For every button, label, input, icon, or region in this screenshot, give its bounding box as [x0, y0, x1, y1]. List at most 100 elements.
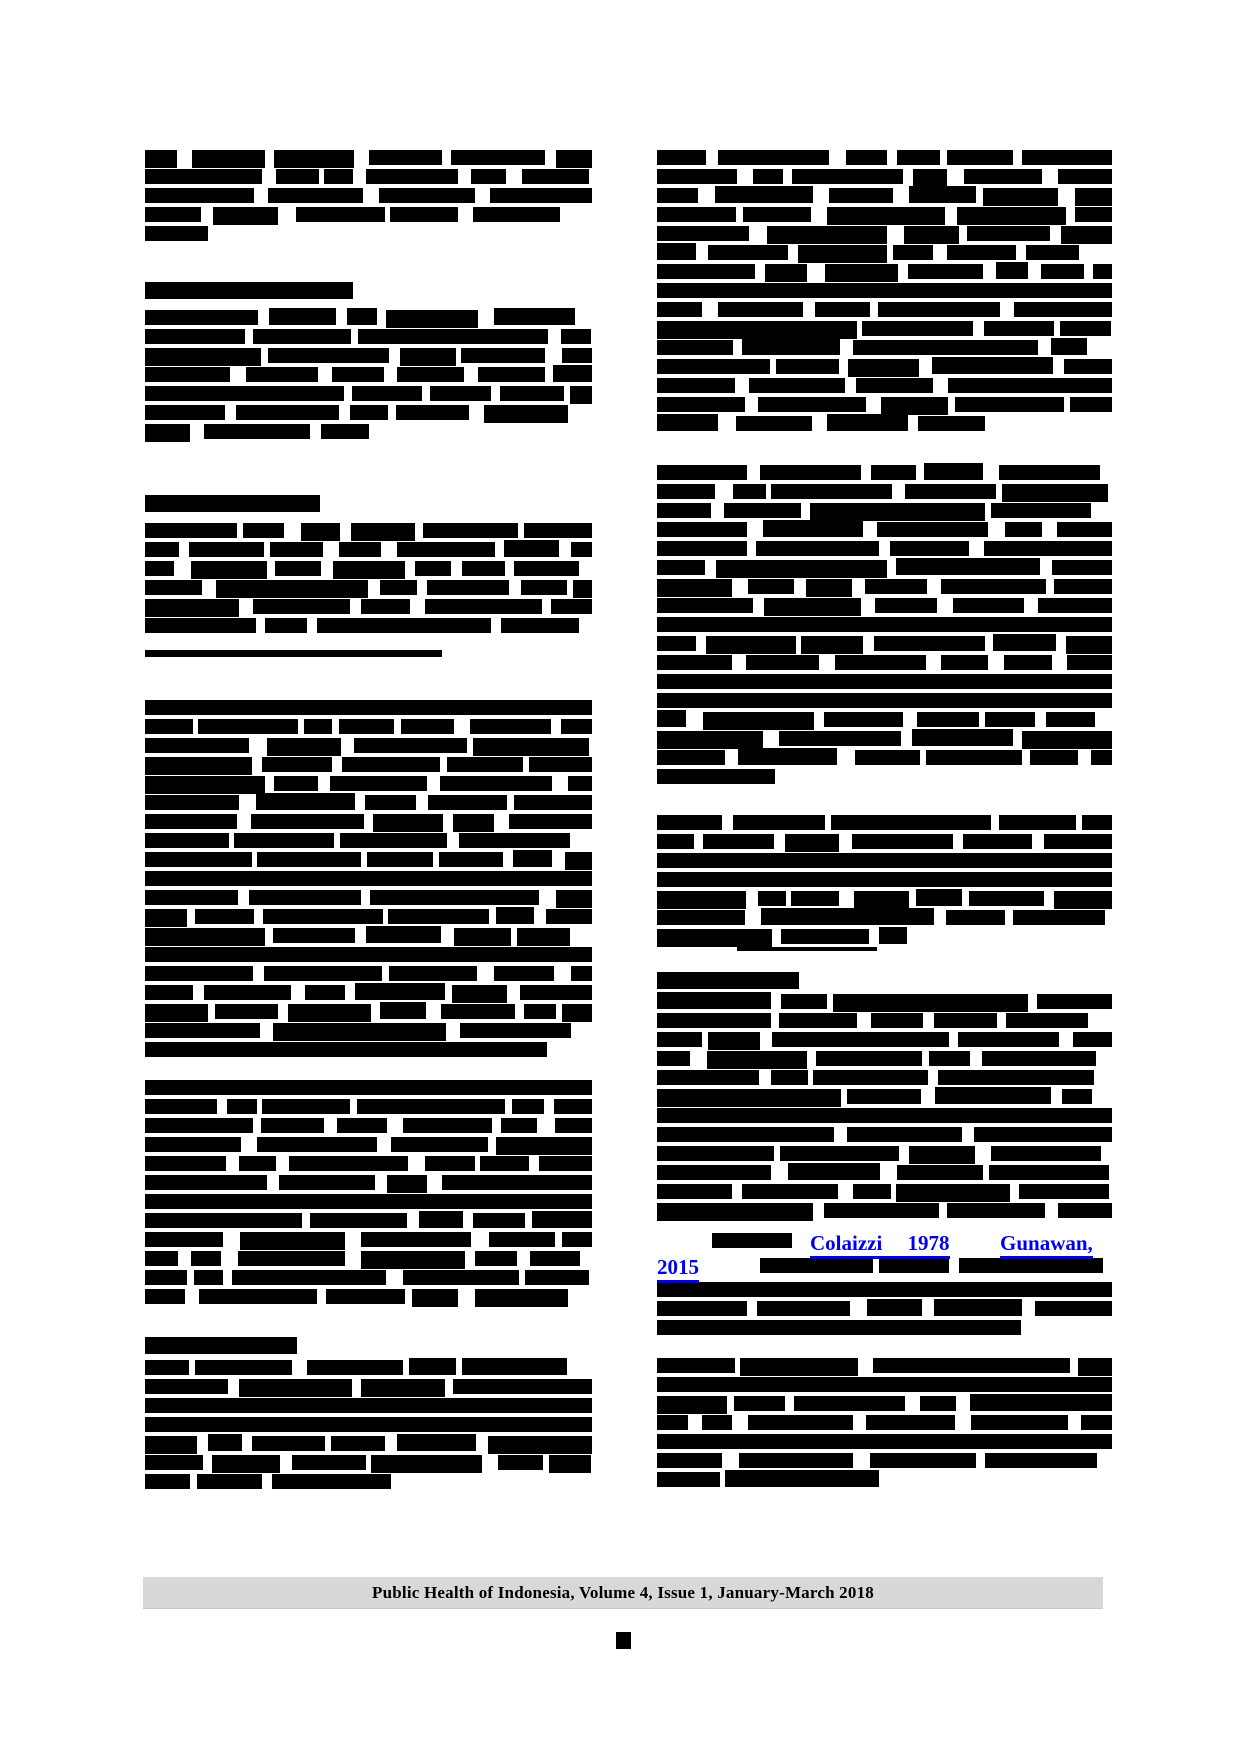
redacted-text-block: [707, 1051, 807, 1069]
redacted-text-block: [458, 833, 571, 848]
redacted-text-block: [145, 599, 240, 617]
redacted-text-block: [1005, 1013, 1088, 1028]
redacted-text-block: [657, 283, 1112, 298]
redacted-text-block: [446, 757, 524, 772]
redacted-text-block: [657, 321, 857, 339]
redacted-text-block: [145, 928, 266, 946]
redacted-text-block: [826, 207, 945, 225]
citation-link-colaizzi-1978[interactable]: Colaizzi 1978: [810, 1232, 950, 1259]
redacted-text-block: [1069, 397, 1112, 412]
redacted-text-block: [947, 1203, 1046, 1218]
redacted-text-block: [331, 1436, 385, 1451]
redacted-text-block: [657, 465, 747, 480]
redacted-text-block: [657, 1396, 727, 1414]
redacted-text-block: [204, 424, 311, 439]
redacted-text-block: [767, 226, 888, 244]
redacted-text-block: [516, 928, 571, 946]
redacted-text-block: [761, 908, 935, 925]
redacted-text-block: [145, 985, 194, 1000]
redacted-text-block: [571, 966, 592, 981]
redacted-text-block: [763, 520, 864, 537]
redacted-text-block: [657, 1472, 720, 1487]
redacted-text-block: [657, 815, 722, 830]
redacted-text-block: [739, 1358, 858, 1376]
redacted-text-block: [657, 1032, 702, 1047]
redacted-text-block: [964, 169, 1042, 184]
redacted-text-block: [511, 1099, 545, 1114]
citation-link-gunawan[interactable]: Gunawan,: [1000, 1232, 1093, 1259]
redacted-text-block: [969, 1394, 1112, 1411]
redacted-text-block: [764, 598, 861, 616]
redacted-text-block: [562, 348, 592, 363]
redacted-text-block: [945, 910, 1005, 925]
redacted-text-block: [1057, 169, 1112, 184]
redacted-text-block: [657, 598, 754, 613]
redacted-text-block: [1054, 891, 1112, 909]
redacted-text-block: [488, 1436, 592, 1454]
redacted-text-block: [747, 1415, 853, 1430]
redacted-text-block: [1004, 522, 1043, 537]
redacted-text-block: [708, 245, 789, 260]
redacted-text-block: [191, 150, 266, 168]
redacted-text-block: [388, 909, 489, 924]
redacted-text-block: [524, 523, 592, 538]
redacted-text-block: [657, 1415, 689, 1430]
redacted-text-block: [301, 523, 341, 541]
redacted-text-block: [274, 776, 319, 791]
redacted-text-block: [145, 1137, 242, 1152]
redacted-text-block: [912, 729, 1013, 746]
redacted-text-block: [657, 1070, 759, 1085]
redacted-text-block: [191, 1251, 222, 1266]
redacted-text-block: [462, 1358, 567, 1375]
redacted-text-block: [396, 367, 465, 382]
redacted-text-block: [145, 310, 259, 325]
redacted-text-block: [373, 814, 443, 832]
redacted-text-block: [657, 359, 770, 374]
redacted-text-block: [380, 580, 418, 595]
redacted-text-block: [145, 523, 238, 538]
redacted-text-block: [853, 340, 1038, 355]
redacted-text-block: [657, 1127, 835, 1142]
redacted-text-block: [195, 1360, 293, 1375]
redacted-text-block: [489, 1232, 556, 1247]
redacted-text-block: [508, 814, 592, 829]
redacted-text-block: [495, 907, 535, 924]
redacted-text-block: [145, 700, 592, 715]
redacted-text-block: [724, 1470, 880, 1487]
redacted-text-block: [494, 308, 575, 325]
citation-link-2015[interactable]: 2015: [657, 1256, 699, 1283]
redacted-text-block: [554, 1118, 592, 1133]
redacted-text-block: [266, 738, 342, 756]
redacted-text-block: [523, 1004, 557, 1019]
redacted-text-block: [776, 359, 839, 374]
redacted-text-block: [871, 465, 916, 480]
redacted-text-block: [199, 1289, 318, 1304]
redacted-text-block: [787, 1163, 880, 1180]
redacted-text-block: [732, 815, 826, 830]
redacted-text-block: [271, 1474, 391, 1489]
redacted-text-block: [933, 1013, 997, 1028]
redacted-heading-block: [145, 495, 320, 512]
redacted-text-block: [971, 1415, 1068, 1430]
redacted-text-block: [495, 1137, 592, 1155]
redacted-text-block: [957, 1032, 1059, 1047]
redacted-text-block: [480, 1156, 529, 1171]
redacted-text-block: [781, 929, 869, 944]
redacted-text-block: [854, 750, 921, 765]
redacted-text-block: [519, 985, 592, 1000]
redacted-text-block: [846, 1089, 921, 1104]
redacted-text-block: [360, 1232, 472, 1247]
redacted-text-block: [955, 397, 1065, 412]
redacted-text-block: [948, 378, 1112, 393]
redacted-text-block: [441, 1004, 515, 1019]
redacted-text-block: [738, 748, 838, 765]
redacted-text-block: [657, 503, 711, 518]
redacted-text-block: [878, 302, 1001, 317]
redacted-text-block: [379, 188, 475, 203]
redacted-text-block: [1064, 359, 1112, 374]
redacted-text-block: [739, 1453, 853, 1468]
redacted-text-block: [917, 712, 980, 727]
redacted-text-block: [401, 719, 455, 734]
redacted-text-block: [145, 909, 187, 927]
redacted-text-block: [866, 1299, 922, 1316]
